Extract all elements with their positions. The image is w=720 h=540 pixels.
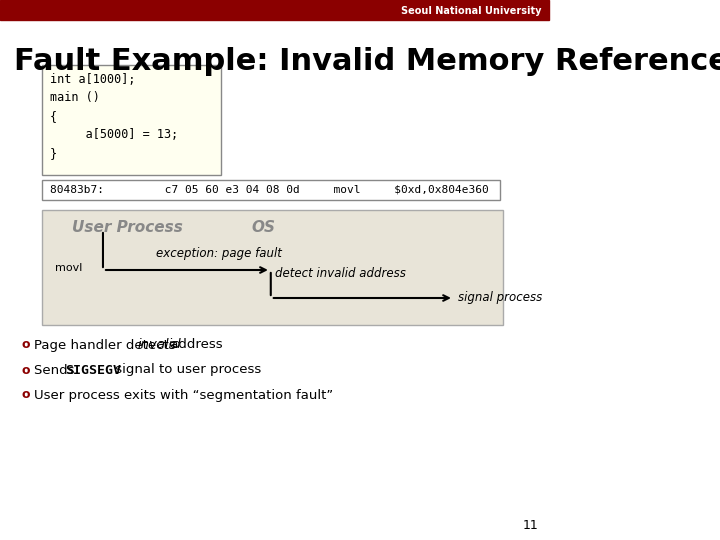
Text: o: o [22,363,30,376]
FancyBboxPatch shape [42,180,500,200]
Text: o: o [22,339,30,352]
Text: User process exits with “segmentation fault”: User process exits with “segmentation fa… [35,388,333,402]
Text: signal to user process: signal to user process [111,363,261,376]
FancyBboxPatch shape [42,65,221,175]
Text: movl: movl [55,263,82,273]
Text: signal process: signal process [458,292,542,305]
Text: OS: OS [252,220,276,235]
Text: exception: page fault: exception: page fault [156,247,282,260]
Text: 80483b7:         c7 05 60 e3 04 08 0d     movl     $0xd,0x804e360: 80483b7: c7 05 60 e3 04 08 0d movl $0xd,… [50,185,488,195]
Text: invalid: invalid [138,339,181,352]
Text: int a[1000];
main ()
{
     a[5000] = 13;
}: int a[1000]; main () { a[5000] = 13; } [50,73,178,160]
Text: Seoul National University: Seoul National University [401,6,541,16]
Text: Sends: Sends [35,363,79,376]
Text: 11: 11 [523,519,539,532]
Text: User Process: User Process [73,220,184,235]
Text: Fault Example: Invalid Memory Reference: Fault Example: Invalid Memory Reference [14,47,720,76]
Text: address: address [166,339,223,352]
FancyBboxPatch shape [42,210,503,325]
Text: o: o [22,388,30,402]
Bar [0,0,549,20]
Text: detect invalid address: detect invalid address [274,267,405,280]
Text: Page handler detects: Page handler detects [35,339,180,352]
Text: SIGSEGV: SIGSEGV [66,363,122,376]
